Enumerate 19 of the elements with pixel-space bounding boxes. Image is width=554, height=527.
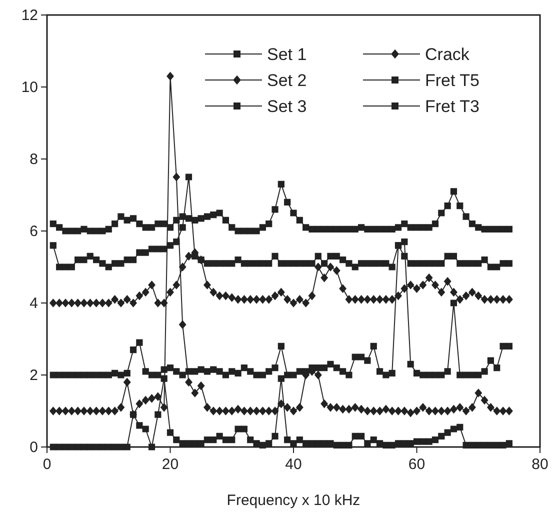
y-tick-label: 0	[30, 439, 38, 456]
y-tick-label: 2	[30, 367, 38, 384]
legend-label: Fret T5	[425, 71, 480, 90]
legend-label: Fret T3	[425, 97, 480, 116]
legend-label: Set 3	[267, 97, 307, 116]
y-tick-label: 4	[30, 295, 38, 312]
x-tick-label: 60	[408, 456, 426, 473]
y-tick-label: 12	[21, 7, 38, 24]
x-tick-label: 80	[532, 456, 548, 473]
y-tick-label: 8	[30, 151, 38, 168]
x-tick-label: 40	[285, 456, 302, 473]
y-tick-label: 10	[21, 79, 38, 96]
x-tick-label: 20	[162, 456, 179, 473]
x-tick-label: 0	[42, 456, 52, 473]
legend-label: Set 1	[267, 45, 307, 64]
y-tick-label: 6	[30, 223, 38, 240]
legend-label: Set 2	[267, 71, 307, 90]
x-axis-title: Frequency x 10 kHz	[226, 492, 360, 509]
legend-label: Crack	[425, 45, 470, 64]
